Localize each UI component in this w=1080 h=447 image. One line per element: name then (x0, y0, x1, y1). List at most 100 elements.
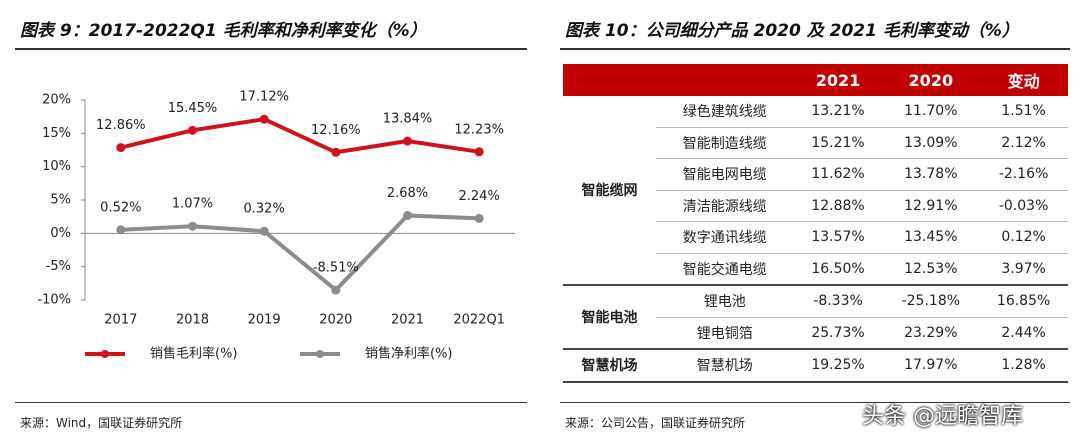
y-tick-label: 0% (50, 226, 71, 241)
table-row: 清洁能源线缆 12.88% 12.91% -0.03% (563, 190, 1068, 222)
table-row: 智能电池 锂电池 -8.33% -25.18% 16.85% (563, 285, 1068, 350)
table-cell: 13.78% (882, 158, 980, 191)
table-cell: 13.45% (882, 221, 980, 254)
point (259, 226, 269, 236)
title-rule (15, 48, 527, 50)
value-label: 12.16% (311, 123, 361, 138)
header-cell: 变动 (979, 64, 1068, 96)
table-cell: 智能制造线缆 (655, 127, 794, 159)
table-cell: 11.62% (793, 158, 883, 191)
chart-title: 图表 9：2017-2022Q1 毛利率和净利率变化（%） (20, 21, 427, 41)
x-tick-label: 2021 (391, 313, 424, 328)
table-cell: 2.12% (979, 127, 1068, 159)
table-cell: -2.16% (979, 158, 1068, 191)
table-cell: 2.44% (979, 317, 1068, 350)
footer-rule (15, 402, 527, 403)
point (188, 221, 197, 231)
value-label: 1.07% (172, 197, 213, 212)
table-cell: 13.57% (793, 221, 883, 254)
group-cell: 智能电池 (563, 285, 656, 350)
table-cell: 智能电网电缆 (655, 158, 794, 191)
x-tick-label: 2022Q1 (453, 313, 505, 328)
header-cell: 2021 (793, 64, 883, 96)
table-cell: 锂电池 (655, 285, 794, 318)
header-cell: 2020 (882, 64, 980, 96)
x-tick-label: 2020 (319, 313, 352, 328)
point (331, 285, 341, 295)
watermark: 头条 @远瞻智库 (862, 404, 1023, 429)
header-row: 2021 2020 变动 (563, 64, 1068, 96)
table-cell: 15.21% (793, 127, 883, 159)
table-cell: 绿色建筑线缆 (655, 96, 794, 128)
table-source: 来源：公司公告，国联证券研究所 (565, 416, 746, 430)
table-cell: 23.29% (882, 317, 980, 350)
value-label: 12.86% (96, 118, 146, 133)
header-cell (563, 64, 794, 96)
table-cell: 数字通讯线缆 (655, 221, 794, 254)
table-cell: 12.53% (882, 253, 980, 286)
table-cell: 13.21% (793, 96, 883, 128)
series-line (120, 117, 480, 155)
point (116, 143, 126, 153)
point (331, 147, 341, 157)
y-tick-label: -10% (37, 293, 71, 308)
table-cell: 12.91% (882, 190, 980, 222)
table-cell: 25.73% (793, 317, 883, 350)
value-label: 0.32% (244, 202, 285, 217)
table-cell: 清洁能源线缆 (655, 190, 794, 222)
table-cell: 19.25% (793, 349, 883, 383)
table: 2021 2020 变动 智能缆网 绿色建筑线缆 13.21% 11.70% 1.51% 智能制… (563, 64, 1068, 383)
point (403, 210, 412, 220)
point (116, 225, 126, 235)
table-cell: -25.18% (882, 285, 980, 318)
point (403, 136, 412, 146)
y-tick-label: -5% (46, 259, 71, 274)
x-tick-label: 2018 (176, 313, 209, 328)
table-row: 智慧机场 智慧机场 19.25% 17.97% 1.28% (563, 349, 1068, 383)
legend-label: 销售毛利率(%) (150, 346, 238, 362)
footer-rule (560, 402, 1070, 403)
table-cell: 1.51% (979, 96, 1068, 128)
point (259, 114, 269, 124)
group-cell: 智慧机场 (563, 349, 656, 383)
value-label: 17.12% (239, 90, 289, 105)
table-cell: 3.97% (979, 253, 1068, 286)
table-row: 锂电铜箔 25.73% 23.29% 2.44% (563, 317, 1068, 350)
legend-label: 销售净利率(%) (365, 346, 453, 362)
table-row: 智能缆网 绿色建筑线缆 13.21% 11.70% 1.51% (563, 96, 1068, 286)
table-row: 数字通讯线缆 13.57% 13.45% 0.12% (563, 221, 1068, 254)
x-tick-label: 2019 (248, 313, 281, 328)
point (474, 147, 484, 157)
table-cell: 锂电铜箔 (655, 317, 794, 350)
value-label: 12.23% (454, 122, 504, 137)
value-label: 2.68% (387, 186, 428, 201)
table-row: 智能制造线缆 15.21% 13.09% 2.12% (563, 127, 1068, 159)
x-tick-label: 2017 (104, 313, 137, 328)
table-title: 图表 10：公司细分产品 2020 及 2021 毛利率变动（%） (565, 21, 1019, 41)
y-tick-label: 20% (42, 93, 71, 108)
table-cell: -8.33% (793, 285, 883, 318)
table-cell: 11.70% (882, 96, 980, 128)
table-cell: 1.28% (979, 349, 1068, 383)
legend-marker (101, 350, 109, 358)
table-cell: 12.88% (793, 190, 883, 222)
table-cell: 智慧机场 (655, 349, 794, 383)
table-cell: 16.85% (979, 285, 1068, 318)
group-cell: 智能缆网 (563, 96, 656, 286)
value-label: 2.24% (459, 189, 500, 204)
table-cell: 16.50% (793, 253, 883, 286)
point (474, 213, 484, 223)
table-cell: 17.97% (882, 349, 980, 383)
table-row: 智能电网电缆 11.62% 13.78% -2.16% (563, 158, 1068, 191)
series-line (120, 213, 480, 293)
table-cell: 0.12% (979, 221, 1068, 254)
chart: -10% -5% 0% 5% 10% 15% 20% 2017 2018 2019 2020 2021… (37, 90, 515, 362)
y-tick-label: 15% (42, 126, 71, 141)
value-label: 13.84% (383, 112, 433, 127)
value-label: -8.51% (313, 261, 359, 276)
table-row: 智能交通电缆 16.50% 12.53% 3.97% (563, 253, 1068, 286)
y-tick-label: 10% (42, 159, 71, 174)
table-cell: -0.03% (979, 190, 1068, 222)
legend-marker (316, 350, 324, 358)
